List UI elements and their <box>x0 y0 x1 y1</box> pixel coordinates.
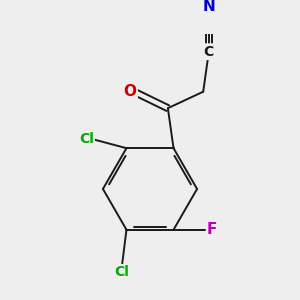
Text: F: F <box>207 222 217 237</box>
Text: Cl: Cl <box>79 132 94 146</box>
Text: O: O <box>124 84 137 99</box>
Text: C: C <box>204 45 214 59</box>
Text: N: N <box>202 0 215 14</box>
Text: Cl: Cl <box>114 265 129 279</box>
